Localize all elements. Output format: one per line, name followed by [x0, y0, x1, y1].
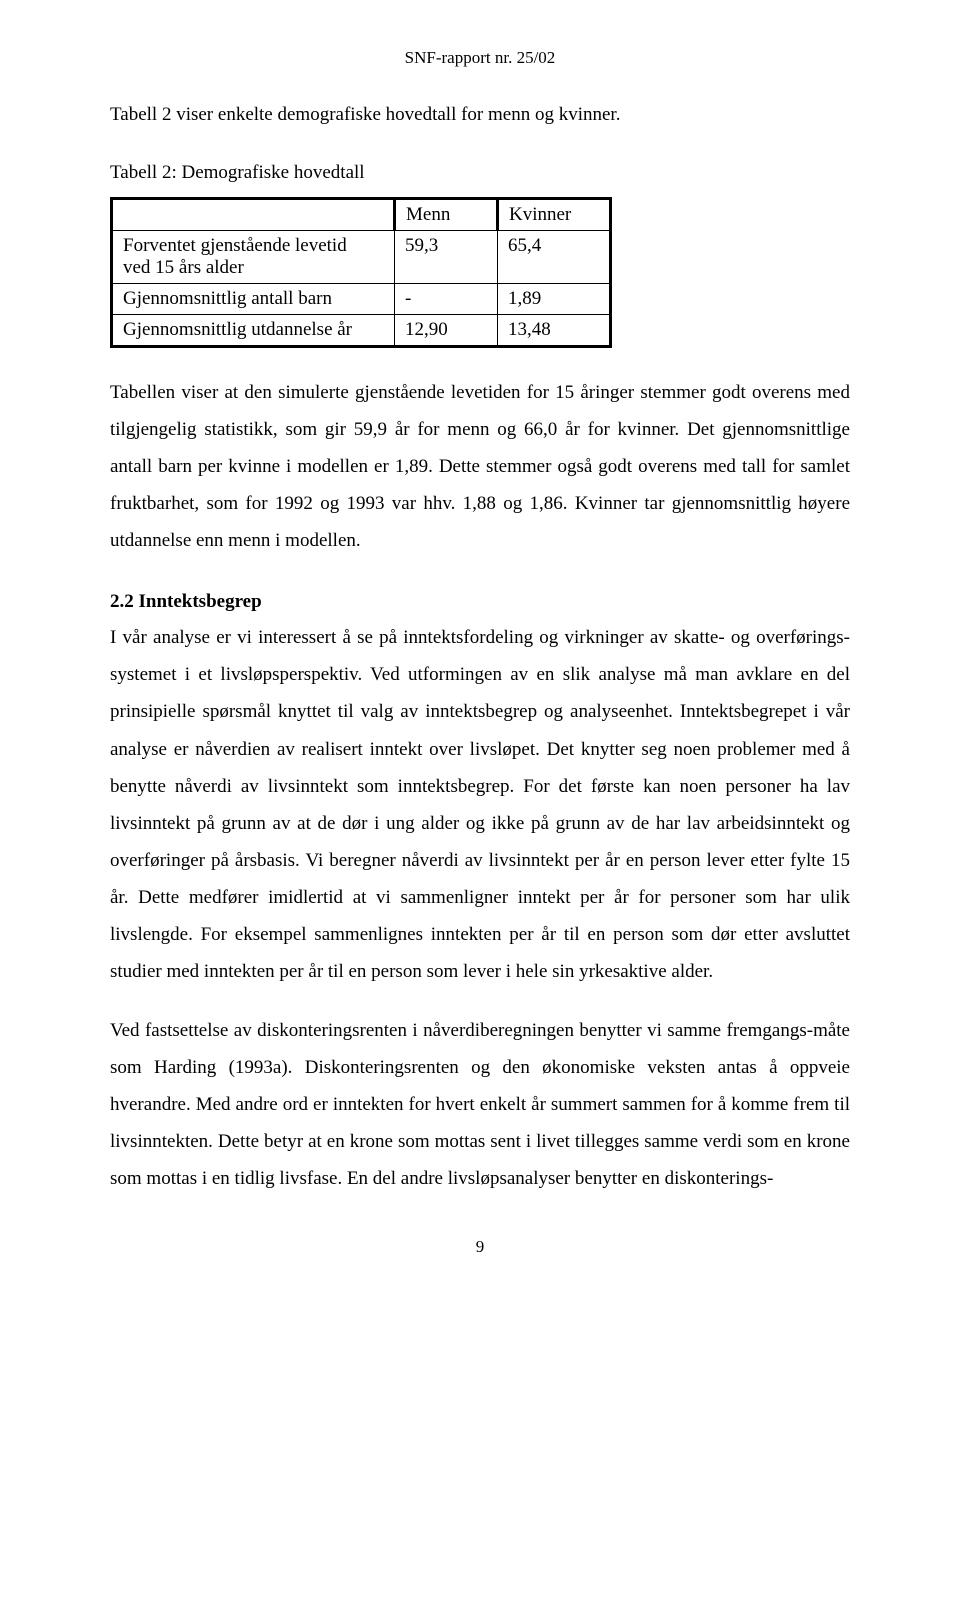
- table-cell-kvinner: 13,48: [498, 315, 611, 347]
- table-row: Gjennomsnittlig antall barn - 1,89: [112, 284, 611, 315]
- table-cell-kvinner: 65,4: [498, 231, 611, 284]
- demographics-table: Menn Kvinner Forventet gjenstående levet…: [110, 197, 612, 348]
- table-row: Gjennomsnittlig utdannelse år 12,90 13,4…: [112, 315, 611, 347]
- table-cell-label: Gjennomsnittlig antall barn: [112, 284, 395, 315]
- table-cell-label: Forventet gjenstående levetid ved 15 års…: [112, 231, 395, 284]
- row-label-line2: ved 15 års alder: [123, 257, 244, 278]
- report-header: SNF-rapport nr. 25/02: [110, 48, 850, 68]
- paragraph-after-table: Tabellen viser at den simulerte gjenståe…: [110, 374, 850, 559]
- section-paragraph-2: Ved fastsettelse av diskonteringsrenten …: [110, 1012, 850, 1197]
- section-heading: 2.2 Inntektsbegrep: [110, 591, 850, 613]
- table-cell-kvinner: 1,89: [498, 284, 611, 315]
- section-paragraph-1: I vår analyse er vi interessert å se på …: [110, 619, 850, 989]
- table-header-row: Menn Kvinner: [112, 199, 611, 231]
- table-header-kvinner: Kvinner: [498, 199, 611, 231]
- table-caption: Tabell 2: Demografiske hovedtall: [110, 155, 850, 191]
- table-header-menn: Menn: [395, 199, 498, 231]
- page-number: 9: [110, 1237, 850, 1257]
- table-cell-menn: 59,3: [395, 231, 498, 284]
- table-header-empty: [112, 199, 395, 231]
- table-cell-label: Gjennomsnittlig utdannelse år: [112, 315, 395, 347]
- intro-paragraph: Tabell 2 viser enkelte demografiske hove…: [110, 96, 850, 133]
- document-page: SNF-rapport nr. 25/02 Tabell 2 viser enk…: [0, 0, 960, 1620]
- table-row: Forventet gjenstående levetid ved 15 års…: [112, 231, 611, 284]
- table-cell-menn: -: [395, 284, 498, 315]
- table-cell-menn: 12,90: [395, 315, 498, 347]
- row-label-line1: Forventet gjenstående levetid: [123, 235, 347, 256]
